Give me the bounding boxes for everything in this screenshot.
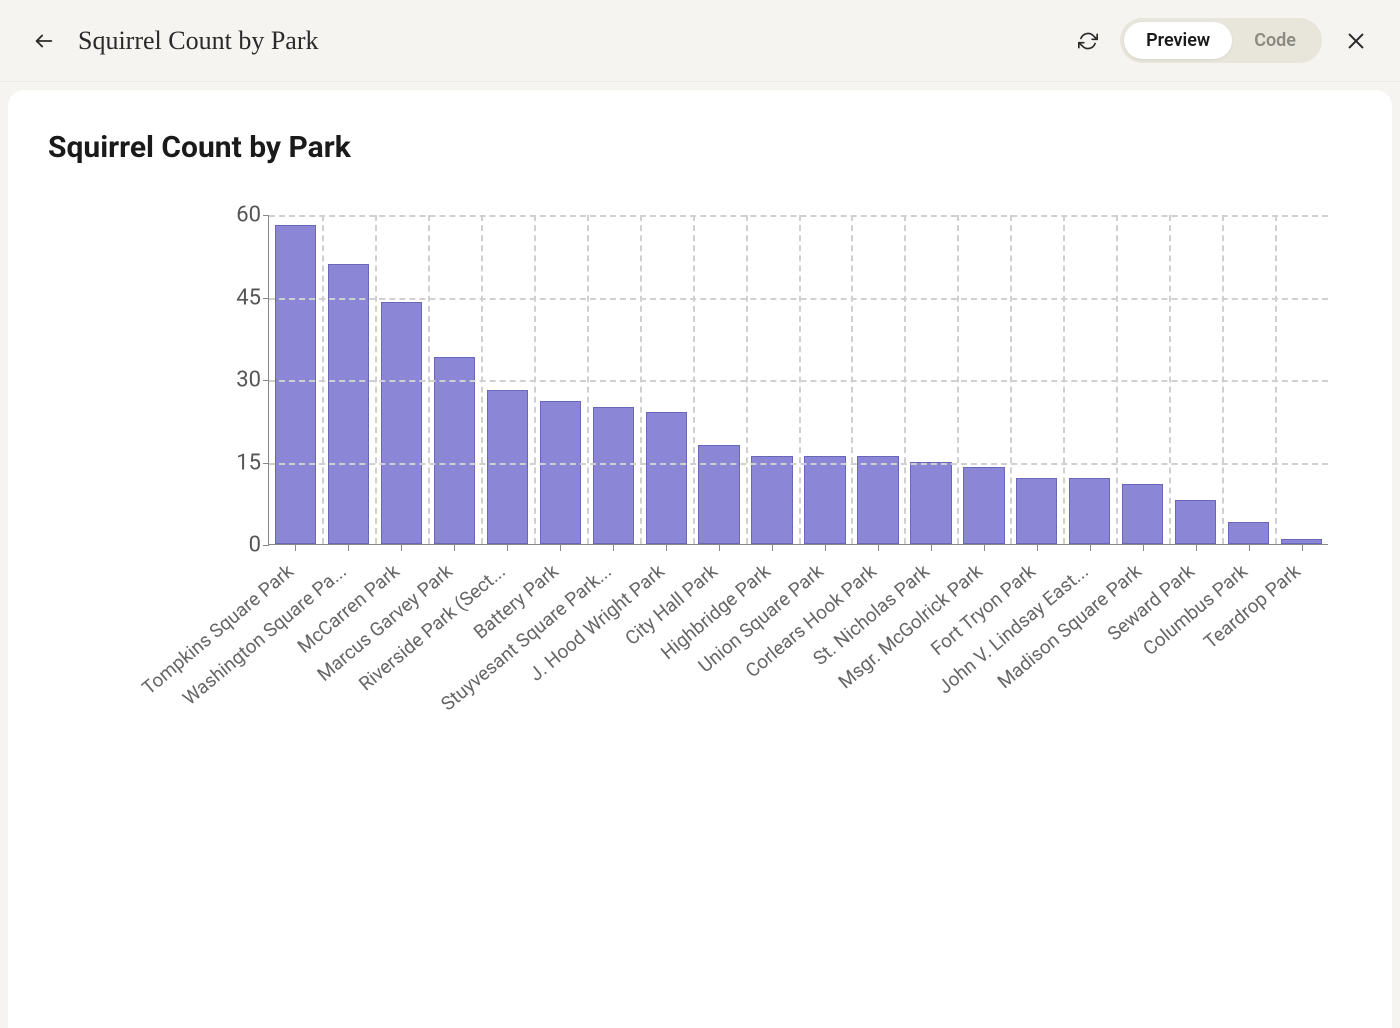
vgridline — [1010, 215, 1012, 544]
close-icon[interactable] — [1342, 27, 1370, 55]
vgridline — [1169, 215, 1171, 544]
bar — [593, 407, 634, 545]
header-bar: Squirrel Count by Park Preview Code — [0, 0, 1400, 82]
x-tick-mark — [1249, 545, 1250, 551]
vgridline — [640, 215, 642, 544]
bar — [1228, 522, 1269, 544]
x-tick-mark — [984, 545, 985, 551]
y-tick-mark — [263, 380, 269, 381]
bar — [1069, 478, 1110, 544]
x-tick-mark — [666, 545, 667, 551]
vgridline — [375, 215, 377, 544]
y-tick-mark — [263, 298, 269, 299]
x-tick-mark — [1302, 545, 1303, 551]
vgridline — [904, 215, 906, 544]
x-tick-mark — [401, 545, 402, 551]
bar — [275, 225, 316, 544]
x-tick-mark — [1037, 545, 1038, 551]
x-tick-mark — [507, 545, 508, 551]
bar — [487, 390, 528, 544]
y-tick-label: 60 — [236, 203, 261, 228]
vgridline — [746, 215, 748, 544]
vgridline — [957, 215, 959, 544]
chart-title: Squirrel Count by Park — [48, 130, 1352, 165]
vgridline — [481, 215, 483, 544]
x-tick-mark — [1090, 545, 1091, 551]
bar — [910, 462, 951, 545]
tab-preview[interactable]: Preview — [1124, 22, 1232, 59]
bar — [751, 456, 792, 544]
vgridline — [693, 215, 695, 544]
refresh-icon[interactable] — [1076, 29, 1100, 53]
y-tick-mark — [263, 463, 269, 464]
vgridline — [1063, 215, 1065, 544]
back-arrow-icon[interactable] — [30, 27, 58, 55]
bar-chart: 015304560 Tompkins Square ParkWashington… — [168, 215, 1368, 795]
x-tick-mark — [878, 545, 879, 551]
y-tick-mark — [263, 545, 269, 546]
vgridline — [534, 215, 536, 544]
bar — [698, 445, 739, 544]
x-tick-mark — [348, 545, 349, 551]
bar — [1175, 500, 1216, 544]
bar — [434, 357, 475, 544]
y-tick-label: 0 — [249, 533, 261, 558]
x-tick-mark — [825, 545, 826, 551]
view-toggle: Preview Code — [1120, 18, 1322, 63]
y-tick-mark — [263, 215, 269, 216]
bar — [540, 401, 581, 544]
vgridline — [1275, 215, 1277, 544]
bar — [804, 456, 845, 544]
plot-area: 015304560 — [268, 215, 1328, 545]
y-tick-label: 30 — [236, 368, 261, 393]
vgridline — [799, 215, 801, 544]
bar — [1281, 539, 1322, 545]
bar — [646, 412, 687, 544]
bar — [328, 264, 369, 545]
bar — [381, 302, 422, 544]
bar — [1122, 484, 1163, 545]
x-tick-mark — [295, 545, 296, 551]
vgridline — [587, 215, 589, 544]
vgridline — [428, 215, 430, 544]
x-tick-mark — [719, 545, 720, 551]
x-tick-mark — [1196, 545, 1197, 551]
content-panel: Squirrel Count by Park 015304560 Tompkin… — [8, 90, 1392, 1028]
vgridline — [851, 215, 853, 544]
x-tick-mark — [454, 545, 455, 551]
x-tick-mark — [772, 545, 773, 551]
vgridline — [1116, 215, 1118, 544]
bar — [1016, 478, 1057, 544]
x-tick-mark — [560, 545, 561, 551]
bar — [963, 467, 1004, 544]
x-tick-mark — [1143, 545, 1144, 551]
bar — [857, 456, 898, 544]
tab-code[interactable]: Code — [1232, 22, 1318, 59]
page-title: Squirrel Count by Park — [78, 26, 1076, 56]
y-tick-label: 45 — [236, 285, 261, 310]
x-tick-mark — [613, 545, 614, 551]
vgridline — [1222, 215, 1224, 544]
y-tick-label: 15 — [236, 450, 261, 475]
vgridline — [322, 215, 324, 544]
header-actions: Preview Code — [1076, 18, 1370, 63]
x-tick-mark — [931, 545, 932, 551]
